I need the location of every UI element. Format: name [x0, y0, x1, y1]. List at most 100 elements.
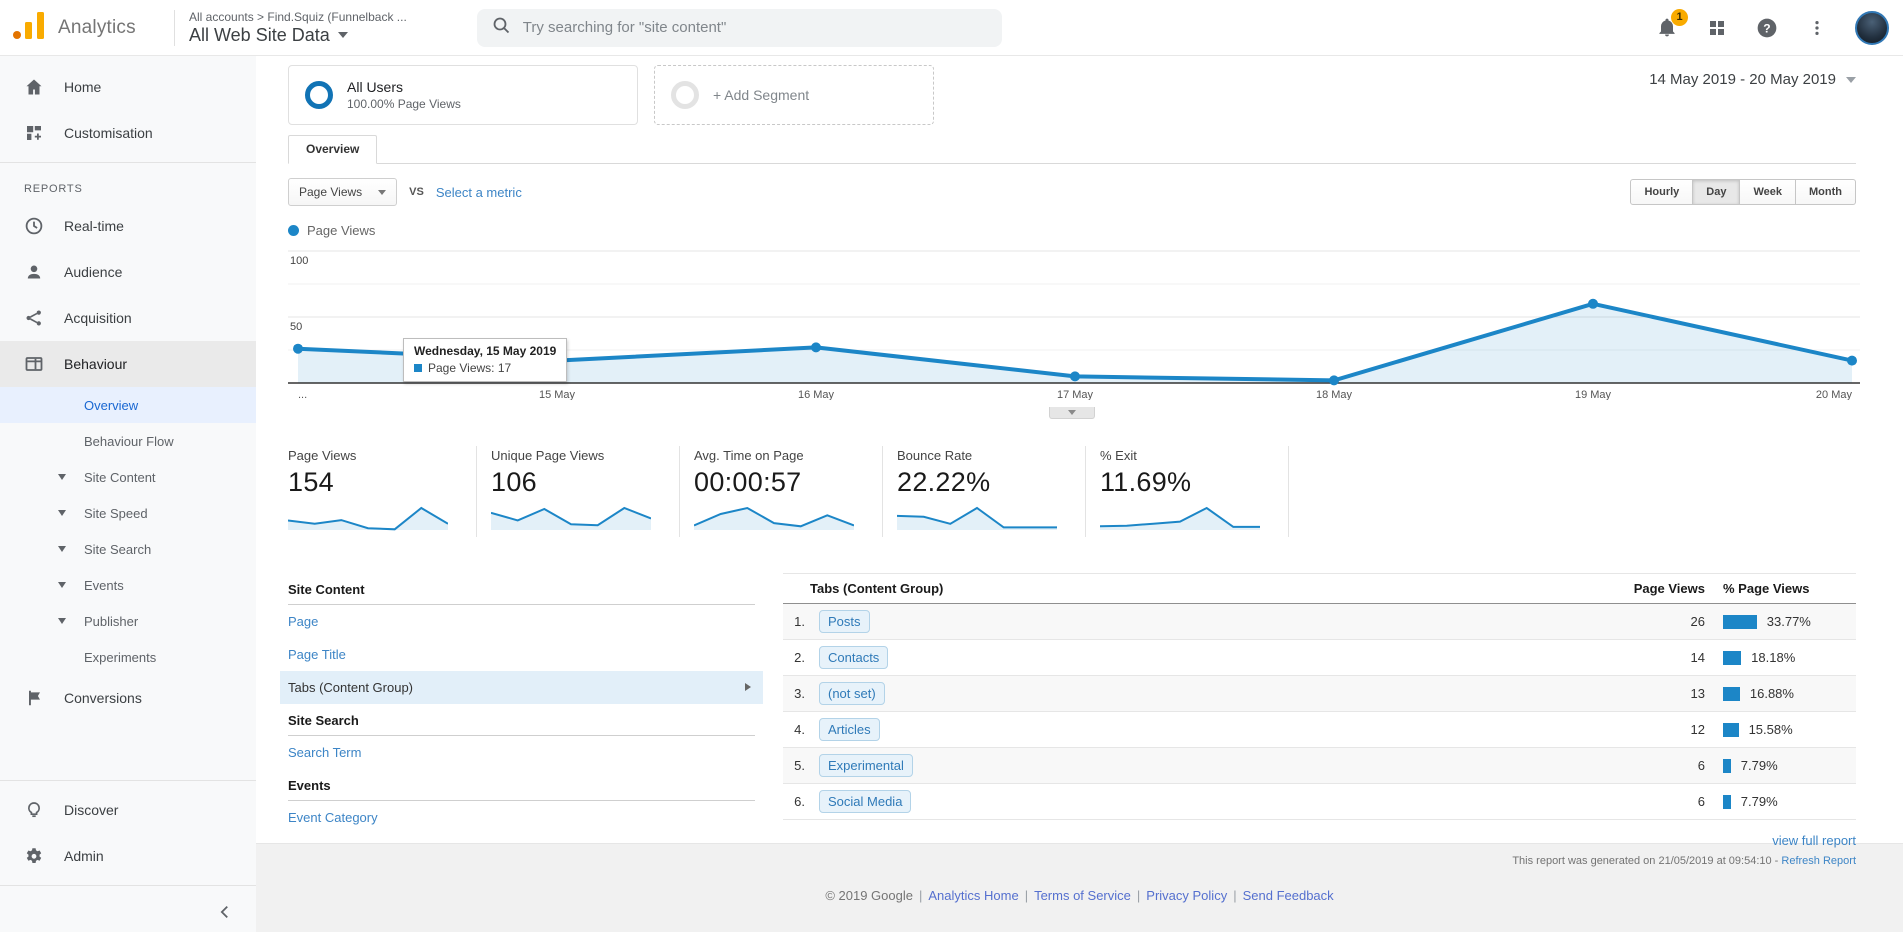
realtime-icon — [24, 216, 44, 236]
dimension-chip-social-media[interactable]: Social Media — [819, 790, 912, 813]
sidebar-item-behaviour[interactable]: Behaviour — [0, 341, 256, 387]
granularity-buttons: Hourly Day Week Month — [1630, 179, 1856, 205]
granularity-month-button[interactable]: Month — [1796, 179, 1856, 205]
footer-link-terms-of-service[interactable]: Terms of Service — [1034, 888, 1131, 903]
sidebar-item-acquisition[interactable]: Acquisition — [0, 295, 256, 341]
property-selector[interactable]: All Web Site Data — [189, 25, 407, 46]
tooltip-date: Wednesday, 15 May 2019 — [414, 344, 557, 358]
page-footer-area: This report was generated on 21/05/2019 … — [256, 843, 1903, 932]
granularity-day-button[interactable]: Day — [1693, 179, 1741, 205]
scorecard-label: Unique Page Views — [491, 448, 605, 463]
sidebar-item-label: Real-time — [64, 218, 124, 234]
sidebar-item-overview[interactable]: Overview — [0, 387, 256, 423]
notifications-button[interactable]: 1 — [1655, 8, 1688, 40]
main-content: All Users 100.00% Page Views + Add Segme… — [256, 56, 1903, 932]
segment-all-users[interactable]: All Users 100.00% Page Views — [288, 65, 638, 125]
scorecard-value: 22.22% — [897, 467, 991, 497]
tab-overview[interactable]: Overview — [288, 135, 378, 164]
sidebar-item-site-content[interactable]: Site Content — [0, 459, 256, 495]
table-row: 5. Experimental 6 7.79% — [783, 748, 1856, 784]
table-row: 3. (not set) 13 16.88% — [783, 676, 1856, 712]
sidebar-item-real-time[interactable]: Real-time — [0, 203, 256, 249]
sidebar-item-customisation[interactable]: Customisation — [0, 110, 256, 156]
scorecard--exit: % Exit 11.69% — [1099, 446, 1289, 537]
behaviour-icon — [24, 354, 44, 374]
granularity-hourly-button[interactable]: Hourly — [1630, 179, 1694, 205]
footer-link-send-feedback[interactable]: Send Feedback — [1242, 888, 1334, 903]
sidebar-item-site-speed[interactable]: Site Speed — [0, 495, 256, 531]
annotations-pulltab[interactable] — [1049, 407, 1095, 419]
add-segment-button[interactable]: + Add Segment — [654, 65, 934, 125]
chevron-down-icon — [1068, 410, 1076, 415]
select-metric-link[interactable]: Select a metric — [435, 184, 522, 200]
footer-link-analytics-home[interactable]: Analytics Home — [928, 888, 1019, 903]
scorecard-unique-page-views: Unique Page Views 106 — [490, 446, 680, 537]
dimension-link-page-title[interactable]: Page Title — [288, 647, 346, 662]
overflow-menu-button[interactable] — [1805, 16, 1829, 40]
dimension-chip-posts[interactable]: Posts — [819, 610, 870, 633]
chevron-right-icon — [745, 683, 751, 691]
sidebar-item-conversions[interactable]: Conversions — [0, 675, 256, 721]
sidebar-item-audience[interactable]: Audience — [0, 249, 256, 295]
kebab-menu-icon — [1815, 20, 1819, 35]
sidebar-section-label: REPORTS — [24, 183, 83, 195]
svg-text:17 May: 17 May — [1057, 389, 1094, 400]
app-brand: Analytics — [58, 16, 136, 38]
bell-icon — [1659, 18, 1675, 36]
expand-arrow-icon — [58, 510, 66, 516]
table-col-pct-pageviews[interactable]: % Page Views — [1723, 581, 1810, 596]
sidebar-item-events[interactable]: Events — [0, 567, 256, 603]
sidebar-item-label: Discover — [64, 802, 119, 818]
table-col-dimension[interactable]: Tabs (Content Group) — [810, 581, 944, 596]
table-col-pageviews[interactable]: Page Views — [1633, 581, 1705, 596]
footer-separator: | — [1024, 888, 1029, 903]
metric-dropdown[interactable]: Page Views — [288, 178, 398, 206]
breadcrumb[interactable]: All accounts > Find.Squiz (Funnelback ..… — [189, 9, 407, 24]
avatar[interactable] — [1855, 10, 1889, 45]
sidebar-item-behaviour-flow[interactable]: Behaviour Flow — [0, 423, 256, 459]
search-icon — [491, 15, 511, 40]
sidebar-item-admin[interactable]: Admin — [0, 833, 256, 879]
granularity-week-button[interactable]: Week — [1740, 179, 1797, 205]
notification-badge: 1 — [1671, 8, 1688, 26]
dimension-link-page[interactable]: Page — [288, 614, 319, 629]
dimension-link-event-category[interactable]: Event Category — [288, 810, 378, 825]
dimension-chip-experimental[interactable]: Experimental — [819, 754, 913, 777]
top-app-bar: Analytics All accounts > Find.Squiz (Fun… — [0, 0, 1903, 56]
sidebar-collapse-button[interactable] — [0, 892, 256, 932]
global-search[interactable] — [476, 8, 1002, 47]
row-pageviews: 6 — [1697, 794, 1705, 809]
sidebar-item-experiments[interactable]: Experiments — [0, 639, 256, 675]
chevron-left-icon — [220, 905, 228, 919]
svg-text:?: ? — [1763, 21, 1770, 35]
date-range-picker[interactable]: 14 May 2019 - 20 May 2019 — [1649, 71, 1856, 88]
apps-grid-button[interactable] — [1705, 16, 1729, 40]
sidebar-item-site-search[interactable]: Site Search — [0, 531, 256, 567]
expand-arrow-icon — [58, 546, 66, 552]
dimension-selected-tabs-content-group[interactable]: Tabs (Content Group) — [280, 671, 763, 704]
sidebar-item-home[interactable]: Home — [0, 64, 256, 110]
search-input[interactable] — [522, 19, 988, 36]
dimension-chip-not-set[interactable]: (not set) — [819, 682, 885, 705]
report-table-panel: Tabs (Content Group) Page Views % Page V… — [783, 573, 1856, 848]
sidebar-item-discover[interactable]: Discover — [0, 787, 256, 833]
dimension-chip-contacts[interactable]: Contacts — [819, 646, 889, 669]
help-button[interactable]: ? — [1755, 16, 1779, 40]
sidebar-item-publisher[interactable]: Publisher — [0, 603, 256, 639]
row-rank: 2. — [794, 650, 805, 665]
footer-link-privacy-policy[interactable]: Privacy Policy — [1146, 888, 1228, 903]
row-pageviews: 6 — [1697, 758, 1705, 773]
row-pct-pageviews: 7.79% — [1740, 794, 1778, 809]
dimension-group-header: Events — [288, 769, 755, 801]
view-full-report-link[interactable]: view full report — [1772, 833, 1856, 848]
sidebar-item-label: Acquisition — [64, 310, 132, 326]
footer-separator: | — [1233, 888, 1237, 903]
dimension-chip-articles[interactable]: Articles — [819, 718, 880, 741]
scorecard-label: Bounce Rate — [897, 448, 973, 463]
dimension-link-search-term[interactable]: Search Term — [288, 745, 362, 760]
expand-arrow-icon — [58, 474, 66, 480]
scorecard-label: % Exit — [1100, 448, 1137, 463]
refresh-report-link[interactable]: Refresh Report — [1781, 855, 1856, 867]
sidebar-item-label: Audience — [64, 264, 123, 280]
sidebar-item-label: Behaviour — [64, 356, 128, 372]
